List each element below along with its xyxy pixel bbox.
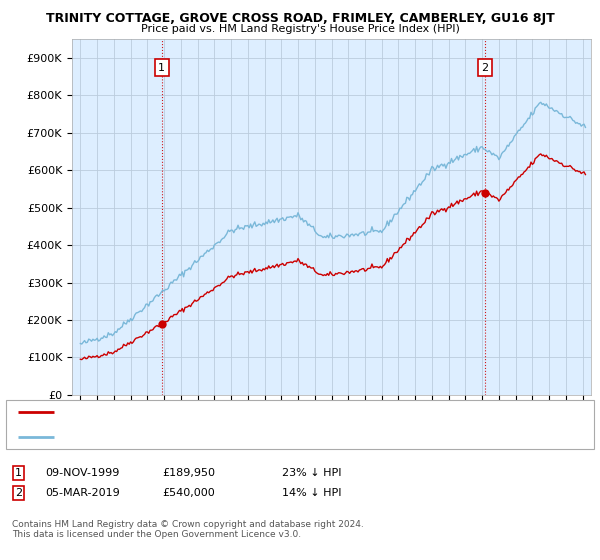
Text: TRINITY COTTAGE, GROVE CROSS ROAD, FRIMLEY, CAMBERLEY, GU16 8JT (detached ho: TRINITY COTTAGE, GROVE CROSS ROAD, FRIML… <box>60 408 515 417</box>
Text: 09-NOV-1999: 09-NOV-1999 <box>45 468 119 478</box>
Text: 1: 1 <box>158 63 165 73</box>
Text: 2: 2 <box>15 488 22 498</box>
Text: £540,000: £540,000 <box>162 488 215 498</box>
Text: 1: 1 <box>15 468 22 478</box>
Text: £189,950: £189,950 <box>162 468 215 478</box>
Text: TRINITY COTTAGE, GROVE CROSS ROAD, FRIMLEY, CAMBERLEY, GU16 8JT: TRINITY COTTAGE, GROVE CROSS ROAD, FRIML… <box>46 12 554 25</box>
Text: 2: 2 <box>481 63 488 73</box>
Text: 14% ↓ HPI: 14% ↓ HPI <box>282 488 341 498</box>
Text: Price paid vs. HM Land Registry's House Price Index (HPI): Price paid vs. HM Land Registry's House … <box>140 24 460 34</box>
Text: 05-MAR-2019: 05-MAR-2019 <box>45 488 120 498</box>
Text: HPI: Average price, detached house, Surrey Heath: HPI: Average price, detached house, Surr… <box>60 432 322 442</box>
Text: Contains HM Land Registry data © Crown copyright and database right 2024.
This d: Contains HM Land Registry data © Crown c… <box>12 520 364 539</box>
Text: 23% ↓ HPI: 23% ↓ HPI <box>282 468 341 478</box>
